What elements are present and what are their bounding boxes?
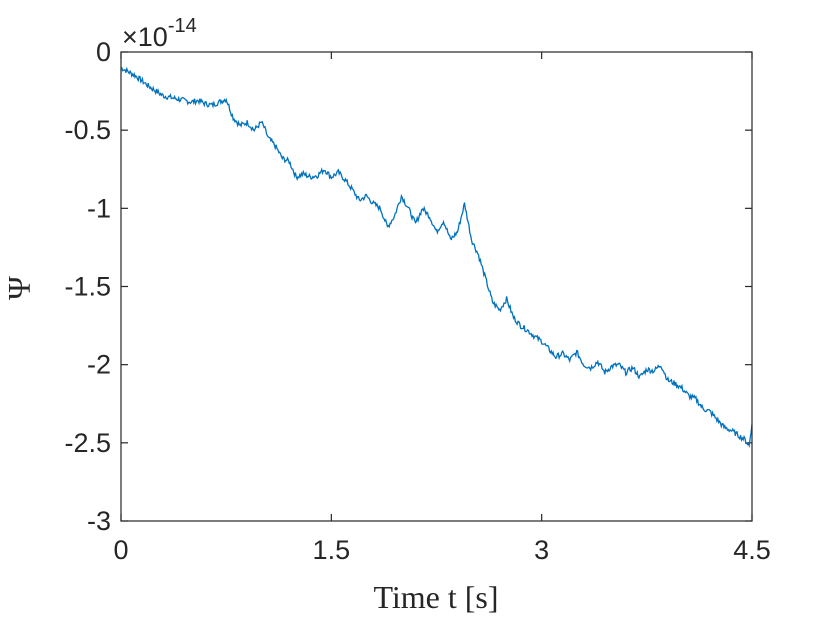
y-tick-label: -0.5 [64,115,111,145]
x-tick-labels: 0 1.5 3 4.5 [113,535,770,565]
y-tick-label: -2.5 [64,428,111,458]
x-axis-label: Time t [s] [373,579,498,615]
y-tick-label: 0 [96,37,111,67]
y-axis-label: Ψ [1,276,37,300]
series-line [120,66,753,448]
x-tick-label: 4.5 [733,535,771,565]
y-tick-label: -1.5 [64,272,111,302]
y-tick-labels: 0 -0.5 -1 -1.5 -2 -2.5 -3 [64,37,111,536]
y-exponent-power: -14 [168,15,197,37]
x-tick-label: 3 [534,535,549,565]
y-exponent-label: ×10-14 [122,15,197,52]
y-tick-label: -2 [87,350,111,380]
y-exponent-prefix: ×10 [122,22,168,52]
x-tick-label: 0 [113,535,128,565]
y-tick-label: -3 [87,506,111,536]
axis-ticks [120,51,753,522]
y-tick-label: -1 [87,193,111,223]
x-tick-label: 1.5 [313,535,351,565]
axes-box [120,51,753,522]
